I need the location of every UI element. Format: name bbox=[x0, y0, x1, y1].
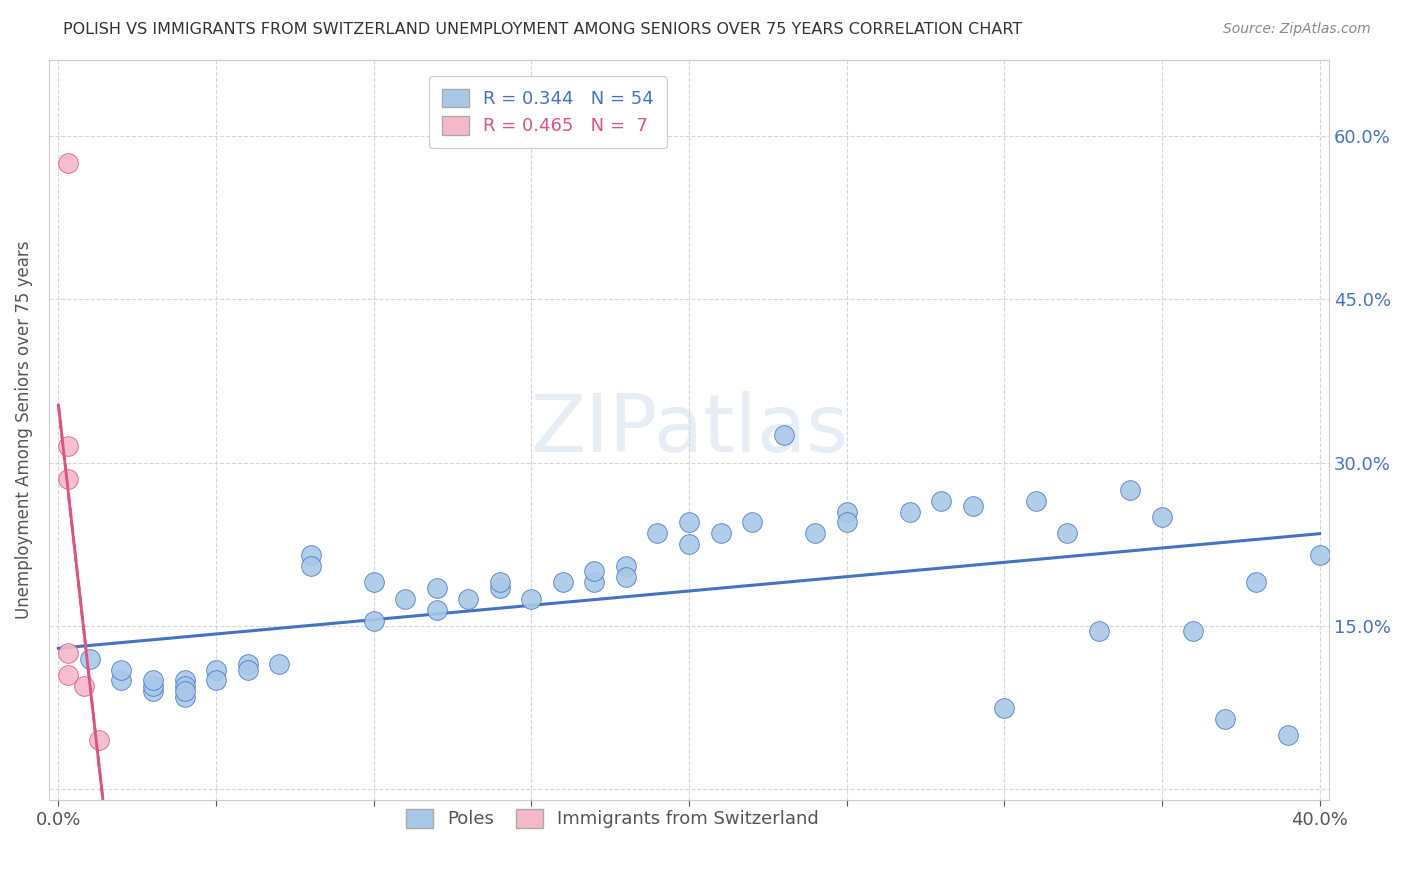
Point bbox=[173, 679, 195, 693]
Point bbox=[56, 646, 79, 660]
Point bbox=[1150, 510, 1173, 524]
Point bbox=[205, 673, 228, 688]
Point bbox=[72, 679, 94, 693]
Point bbox=[898, 505, 921, 519]
Point bbox=[142, 684, 165, 698]
Point bbox=[647, 526, 669, 541]
Point bbox=[929, 493, 952, 508]
Point bbox=[993, 700, 1015, 714]
Point bbox=[678, 537, 700, 551]
Point bbox=[583, 565, 606, 579]
Point bbox=[299, 559, 322, 574]
Point bbox=[962, 499, 984, 513]
Point bbox=[89, 733, 111, 747]
Point bbox=[741, 516, 763, 530]
Legend: Poles, Immigrants from Switzerland: Poles, Immigrants from Switzerland bbox=[398, 802, 827, 836]
Point bbox=[1119, 483, 1142, 497]
Point bbox=[110, 663, 132, 677]
Point bbox=[835, 516, 858, 530]
Point bbox=[173, 684, 195, 698]
Point bbox=[79, 651, 101, 665]
Point bbox=[488, 575, 510, 590]
Point bbox=[173, 690, 195, 704]
Point bbox=[772, 428, 794, 442]
Point bbox=[173, 673, 195, 688]
Text: Source: ZipAtlas.com: Source: ZipAtlas.com bbox=[1223, 22, 1371, 37]
Point bbox=[678, 516, 700, 530]
Point bbox=[56, 472, 79, 486]
Point bbox=[804, 526, 827, 541]
Point bbox=[56, 439, 79, 453]
Point bbox=[56, 156, 79, 170]
Point bbox=[1056, 526, 1078, 541]
Point bbox=[394, 591, 416, 606]
Point bbox=[1213, 712, 1236, 726]
Point bbox=[56, 668, 79, 682]
Text: ZIPatlas: ZIPatlas bbox=[530, 391, 848, 469]
Point bbox=[363, 614, 385, 628]
Point bbox=[269, 657, 291, 671]
Point bbox=[142, 673, 165, 688]
Point bbox=[142, 679, 165, 693]
Point bbox=[426, 581, 449, 595]
Y-axis label: Unemployment Among Seniors over 75 years: Unemployment Among Seniors over 75 years bbox=[15, 241, 32, 619]
Point bbox=[236, 663, 259, 677]
Point bbox=[205, 663, 228, 677]
Point bbox=[488, 581, 510, 595]
Point bbox=[363, 575, 385, 590]
Point bbox=[1182, 624, 1205, 639]
Text: POLISH VS IMMIGRANTS FROM SWITZERLAND UNEMPLOYMENT AMONG SENIORS OVER 75 YEARS C: POLISH VS IMMIGRANTS FROM SWITZERLAND UN… bbox=[63, 22, 1022, 37]
Point bbox=[583, 575, 606, 590]
Point bbox=[299, 548, 322, 562]
Point bbox=[614, 570, 637, 584]
Point bbox=[709, 526, 731, 541]
Point bbox=[1246, 575, 1268, 590]
Point bbox=[835, 505, 858, 519]
Point bbox=[614, 559, 637, 574]
Point bbox=[551, 575, 574, 590]
Point bbox=[1277, 728, 1299, 742]
Point bbox=[520, 591, 543, 606]
Point bbox=[1309, 548, 1331, 562]
Point bbox=[457, 591, 479, 606]
Point bbox=[1025, 493, 1047, 508]
Point bbox=[236, 657, 259, 671]
Point bbox=[110, 673, 132, 688]
Point bbox=[1088, 624, 1111, 639]
Point bbox=[426, 602, 449, 616]
